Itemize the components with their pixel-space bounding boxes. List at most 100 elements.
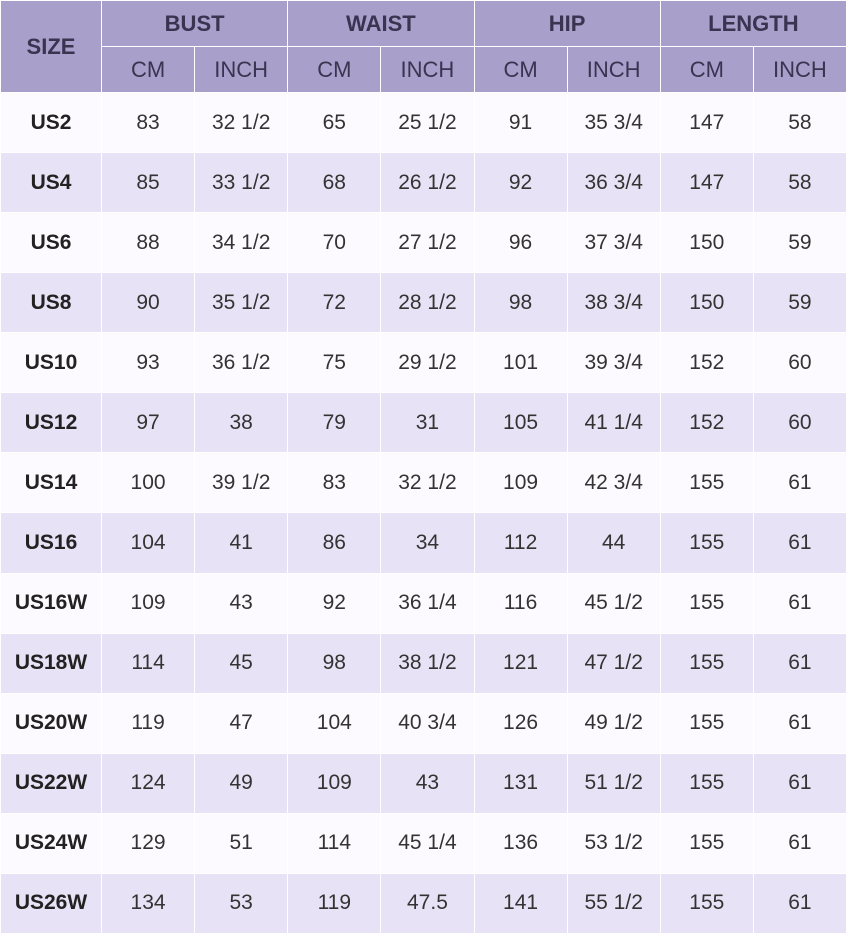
value-cell: 38 3/4 (566, 272, 661, 334)
value-cell: 109 (287, 752, 382, 814)
value-cell: 91 (473, 91, 568, 154)
size-cell: US2 (0, 91, 102, 154)
value-cell: 152 (659, 332, 754, 394)
size-cell: US10 (0, 332, 102, 394)
value-cell: 124 (100, 752, 196, 814)
unit-header: CM (287, 46, 382, 93)
table-row: US24W 129 51 114 45 1/4 136 53 1/2 155 61 (0, 812, 847, 874)
value-cell: 61 (752, 452, 847, 514)
value-cell: 83 (100, 91, 196, 154)
table-row: US14 100 39 1/2 83 32 1/2 109 42 3/4 155 61 (0, 452, 847, 514)
value-cell: 155 (659, 692, 754, 754)
value-cell: 33 1/2 (194, 152, 289, 214)
value-cell: 114 (100, 632, 196, 694)
table-header: SIZE BUST WAIST HIP LENGTH CM INCH CM INCH CM IN… (0, 0, 847, 93)
value-cell: 59 (752, 272, 847, 334)
value-cell: 49 (194, 752, 289, 814)
value-cell: 86 (287, 512, 382, 574)
size-cell: US4 (0, 152, 102, 214)
size-cell: US14 (0, 452, 102, 514)
unit-header: INCH (566, 46, 661, 93)
value-cell: 112 (473, 512, 568, 574)
value-cell: 61 (752, 692, 847, 754)
value-cell: 29 1/2 (380, 332, 475, 394)
value-cell: 55 1/2 (566, 872, 661, 934)
value-cell: 109 (100, 572, 196, 634)
value-cell: 40 3/4 (380, 692, 475, 754)
group-header: HIP (473, 0, 661, 47)
value-cell: 61 (752, 572, 847, 634)
table-row: US16 104 41 86 34 112 44 155 61 (0, 512, 847, 574)
unit-row: CM INCH CM INCH CM INCH CM INCH (1, 46, 847, 93)
group-header: LENGTH (659, 0, 847, 47)
value-cell: 35 1/2 (194, 272, 289, 334)
value-cell: 70 (287, 212, 382, 274)
value-cell: 79 (287, 392, 382, 454)
size-cell: US8 (0, 272, 102, 334)
value-cell: 27 1/2 (380, 212, 475, 274)
value-cell: 136 (473, 812, 568, 874)
value-cell: 26 1/2 (380, 152, 475, 214)
unit-header: INCH (752, 46, 847, 93)
table-row: US6 88 34 1/2 70 27 1/2 96 37 3/4 150 59 (0, 212, 847, 274)
corner-header: SIZE (0, 0, 102, 93)
table-row: US10 93 36 1/2 75 29 1/2 101 39 3/4 152 60 (0, 332, 847, 394)
value-cell: 49 1/2 (566, 692, 661, 754)
unit-header: CM (100, 46, 196, 93)
value-cell: 134 (100, 872, 196, 934)
value-cell: 61 (752, 632, 847, 694)
unit-header: INCH (380, 46, 475, 93)
value-cell: 51 1/2 (566, 752, 661, 814)
value-cell: 61 (752, 812, 847, 874)
value-cell: 101 (473, 332, 568, 394)
value-cell: 90 (100, 272, 196, 334)
value-cell: 60 (752, 392, 847, 454)
value-cell: 39 1/2 (194, 452, 289, 514)
value-cell: 109 (473, 452, 568, 514)
value-cell: 98 (473, 272, 568, 334)
table-row: US22W 124 49 109 43 131 51 1/2 155 61 (0, 752, 847, 814)
value-cell: 34 (380, 512, 475, 574)
value-cell: 51 (194, 812, 289, 874)
value-cell: 152 (659, 392, 754, 454)
value-cell: 141 (473, 872, 568, 934)
header-row: SIZE BUST WAIST HIP LENGTH (0, 0, 847, 93)
value-cell: 116 (473, 572, 568, 634)
size-cell: US6 (0, 212, 102, 274)
value-cell: 38 (194, 392, 289, 454)
value-cell: 28 1/2 (380, 272, 475, 334)
value-cell: 155 (659, 752, 754, 814)
value-cell: 39 3/4 (566, 332, 661, 394)
unit-header: CM (473, 46, 568, 93)
table-row: US2 83 32 1/2 65 25 1/2 91 35 3/4 147 58 (0, 91, 847, 154)
unit-header: CM (659, 46, 754, 93)
value-cell: 155 (659, 512, 754, 574)
value-cell: 68 (287, 152, 382, 214)
table-row: US8 90 35 1/2 72 28 1/2 98 38 3/4 150 59 (0, 272, 847, 334)
value-cell: 36 3/4 (566, 152, 661, 214)
value-cell: 150 (659, 212, 754, 274)
value-cell: 43 (380, 752, 475, 814)
value-cell: 155 (659, 572, 754, 634)
value-cell: 53 1/2 (566, 812, 661, 874)
value-cell: 92 (287, 572, 382, 634)
value-cell: 32 1/2 (380, 452, 475, 514)
size-cell: US12 (0, 392, 102, 454)
value-cell: 147 (659, 152, 754, 214)
group-header: WAIST (287, 0, 475, 47)
value-cell: 105 (473, 392, 568, 454)
value-cell: 32 1/2 (194, 91, 289, 154)
value-cell: 58 (752, 91, 847, 154)
value-cell: 97 (100, 392, 196, 454)
value-cell: 53 (194, 872, 289, 934)
value-cell: 119 (100, 692, 196, 754)
value-cell: 104 (287, 692, 382, 754)
value-cell: 104 (100, 512, 196, 574)
value-cell: 41 1/4 (566, 392, 661, 454)
value-cell: 34 1/2 (194, 212, 289, 274)
unit-header: INCH (194, 46, 289, 93)
value-cell: 43 (194, 572, 289, 634)
size-cell: US18W (0, 632, 102, 694)
